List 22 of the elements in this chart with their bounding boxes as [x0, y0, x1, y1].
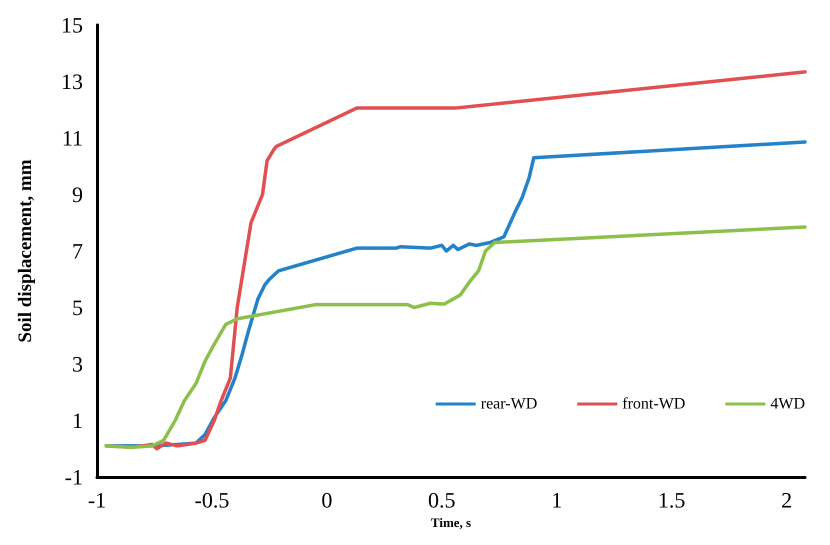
x-tick-label: 1 — [551, 488, 562, 512]
legend-label: 4WD — [770, 396, 805, 412]
x-tick-label: 0 — [321, 488, 332, 512]
y-tick-label: -1 — [64, 464, 83, 490]
x-tick-label: -1 — [88, 488, 106, 512]
y-tick-label: 11 — [62, 126, 83, 150]
line-series — [104, 225, 807, 450]
y-tick-label: 13 — [61, 69, 83, 94]
y-axis-title: Soil displacement, mm — [15, 159, 36, 343]
legend-label: front-WD — [622, 396, 686, 412]
x-tick-label: 0.5 — [428, 488, 456, 512]
legend-label: rear-WD — [480, 396, 538, 412]
y-tick-label: 9 — [72, 182, 83, 207]
y-tick-label: 5 — [72, 295, 83, 320]
y-tick-label: 15 — [61, 12, 83, 38]
x-tick-label: 1.5 — [658, 488, 686, 512]
y-tick-label: 7 — [72, 238, 83, 264]
y-tick-label: 3 — [72, 352, 83, 376]
y-tick-label: 1 — [72, 408, 83, 433]
x-tick-label: -0.5 — [194, 488, 230, 512]
x-tick-label: 2 — [781, 488, 792, 512]
x-axis-title: Time, s — [430, 514, 472, 530]
